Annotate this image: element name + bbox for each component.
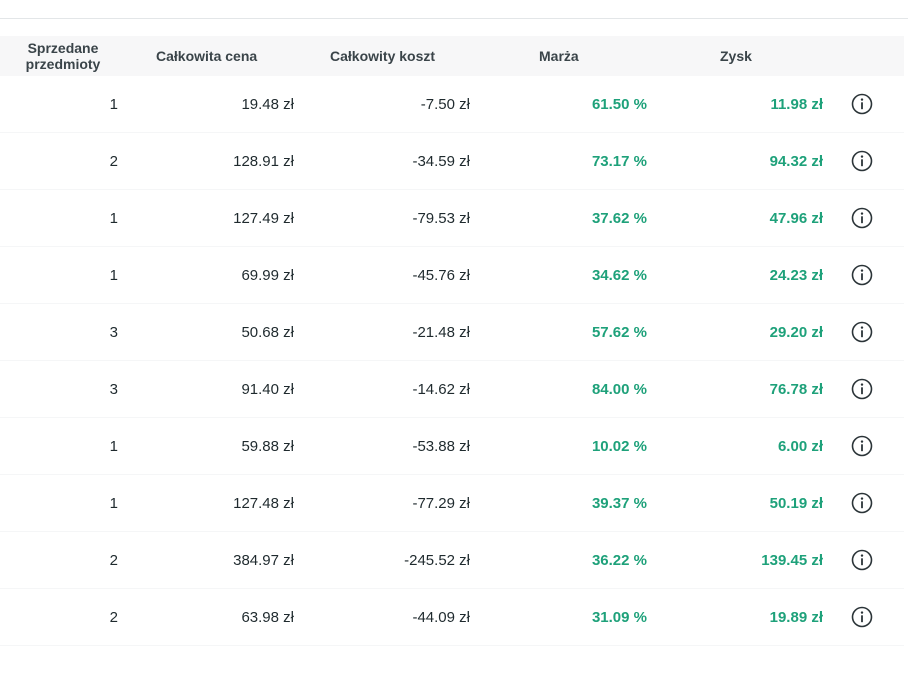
sold-items-cell: 2 <box>109 152 118 170</box>
table-row: 2 63.98 zł -44.09 zł 31.09 % 19.89 zł <box>0 589 904 646</box>
table-row: 3 91.40 zł -14.62 zł 84.00 % 76.78 zł <box>0 361 904 418</box>
top-divider <box>0 18 908 19</box>
total-cost-cell: -14.62 zł <box>412 380 470 398</box>
sold-items-cell: 1 <box>109 95 118 113</box>
header-margin: Marża <box>539 48 579 64</box>
table-header: Sprzedane przedmioty Całkowita cena Całk… <box>0 36 904 76</box>
sold-items-cell: 2 <box>109 551 118 569</box>
total-price-cell: 384.97 zł <box>233 551 294 569</box>
profit-cell: 11.98 zł <box>770 95 823 113</box>
total-cost-cell: -77.29 zł <box>412 494 470 512</box>
total-cost-cell: -53.88 zł <box>412 437 470 455</box>
table-row: 3 50.68 zł -21.48 zł 57.62 % 29.20 zł <box>0 304 904 361</box>
sales-table: Sprzedane przedmioty Całkowita cena Całk… <box>0 36 904 646</box>
margin-cell: 31.09 % <box>591 608 647 626</box>
total-price-cell: 127.49 zł <box>233 209 294 227</box>
header-total-cost: Całkowity koszt <box>330 48 436 64</box>
info-icon[interactable] <box>850 418 874 474</box>
table-row: 1 19.48 zł -7.50 zł 61.50 % 11.98 zł <box>0 76 904 133</box>
table-body: 1 19.48 zł -7.50 zł 61.50 % 11.98 zł 2 1… <box>0 76 904 646</box>
margin-cell: 10.02 % <box>591 437 647 455</box>
header-total-price: Całkowita cena <box>156 48 258 64</box>
info-icon[interactable] <box>850 475 874 531</box>
total-price-cell: 59.88 zł <box>241 437 294 455</box>
margin-cell: 84.00 % <box>591 380 647 398</box>
total-price-cell: 127.48 zł <box>233 494 294 512</box>
profit-cell: 47.96 zł <box>769 209 823 227</box>
table-row: 2 128.91 zł -34.59 zł 73.17 % 94.32 zł <box>0 133 904 190</box>
info-icon[interactable] <box>850 247 874 303</box>
total-price-cell: 91.40 zł <box>241 380 294 398</box>
margin-cell: 61.50 % <box>591 95 647 113</box>
total-cost-cell: -245.52 zł <box>404 551 470 569</box>
info-icon[interactable] <box>850 361 874 417</box>
total-price-cell: 69.99 zł <box>241 266 294 284</box>
info-icon[interactable] <box>850 76 874 132</box>
total-cost-cell: -45.76 zł <box>412 266 470 284</box>
profit-cell: 6.00 zł <box>777 437 823 455</box>
profit-cell: 19.89 zł <box>769 608 823 626</box>
info-icon[interactable] <box>850 190 874 246</box>
info-icon[interactable] <box>850 589 874 645</box>
profit-cell: 76.78 zł <box>769 380 823 398</box>
margin-cell: 73.17 % <box>591 152 647 170</box>
sold-items-cell: 3 <box>109 380 118 398</box>
table-row: 2 384.97 zł -245.52 zł 36.22 % 139.45 zł <box>0 532 904 589</box>
header-sold-items: Sprzedane przedmioty <box>25 40 101 72</box>
total-price-cell: 50.68 zł <box>241 323 294 341</box>
margin-cell: 57.62 % <box>591 323 647 341</box>
table-row: 1 69.99 zł -45.76 zł 34.62 % 24.23 zł <box>0 247 904 304</box>
total-price-cell: 19.48 zł <box>241 95 294 113</box>
profit-cell: 29.20 zł <box>769 323 823 341</box>
margin-cell: 37.62 % <box>591 209 647 227</box>
margin-cell: 36.22 % <box>591 551 647 569</box>
header-profit: Zysk <box>720 48 752 64</box>
total-cost-cell: -21.48 zł <box>412 323 470 341</box>
sold-items-cell: 2 <box>109 608 118 626</box>
total-cost-cell: -7.50 zł <box>420 95 470 113</box>
info-icon[interactable] <box>850 133 874 189</box>
total-cost-cell: -34.59 zł <box>412 152 470 170</box>
info-icon[interactable] <box>850 532 874 588</box>
profit-cell: 139.45 zł <box>761 551 823 569</box>
sold-items-cell: 1 <box>109 494 118 512</box>
margin-cell: 39.37 % <box>591 494 647 512</box>
profit-cell: 24.23 zł <box>769 266 823 284</box>
margin-cell: 34.62 % <box>591 266 647 284</box>
info-icon[interactable] <box>850 304 874 360</box>
table-row: 1 127.48 zł -77.29 zł 39.37 % 50.19 zł <box>0 475 904 532</box>
sold-items-cell: 1 <box>109 266 118 284</box>
total-cost-cell: -44.09 zł <box>412 608 470 626</box>
sold-items-cell: 1 <box>109 209 118 227</box>
sold-items-cell: 1 <box>109 437 118 455</box>
total-cost-cell: -79.53 zł <box>412 209 470 227</box>
total-price-cell: 128.91 zł <box>233 152 294 170</box>
profit-cell: 94.32 zł <box>769 152 823 170</box>
total-price-cell: 63.98 zł <box>241 608 294 626</box>
sold-items-cell: 3 <box>109 323 118 341</box>
profit-cell: 50.19 zł <box>769 494 823 512</box>
table-row: 1 127.49 zł -79.53 zł 37.62 % 47.96 zł <box>0 190 904 247</box>
table-row: 1 59.88 zł -53.88 zł 10.02 % 6.00 zł <box>0 418 904 475</box>
